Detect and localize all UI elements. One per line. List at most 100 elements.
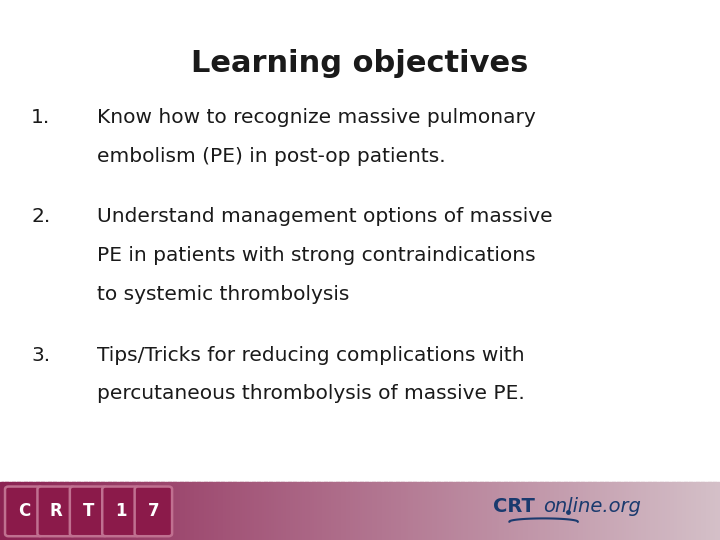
Bar [166, 482, 168, 540]
Bar [581, 482, 584, 540]
Bar [451, 482, 454, 540]
Bar [449, 482, 452, 540]
Bar [523, 482, 526, 540]
Bar [36, 482, 39, 540]
Bar [468, 482, 471, 540]
Bar [706, 482, 708, 540]
Bar [420, 482, 423, 540]
Bar [12, 482, 15, 540]
Bar [569, 482, 572, 540]
Bar [487, 482, 490, 540]
Bar [283, 482, 287, 540]
Text: C: C [17, 502, 30, 521]
Bar [430, 482, 433, 540]
Text: to systemic thrombolysis: to systemic thrombolysis [97, 285, 350, 304]
Bar [261, 482, 265, 540]
Bar [238, 482, 240, 540]
Bar [382, 482, 384, 540]
Bar [173, 482, 176, 540]
Bar [235, 482, 238, 540]
Text: embolism (PE) in post-op patients.: embolism (PE) in post-op patients. [97, 147, 446, 166]
Bar [86, 482, 89, 540]
Bar [31, 482, 35, 540]
Bar [14, 482, 17, 540]
Bar [103, 482, 107, 540]
Bar [182, 482, 186, 540]
Bar [549, 482, 553, 540]
Text: PE in patients with strong contraindications: PE in patients with strong contraindicat… [97, 246, 536, 265]
Bar [185, 482, 188, 540]
Bar [333, 482, 337, 540]
Bar [79, 482, 82, 540]
Bar [355, 482, 359, 540]
Bar [576, 482, 579, 540]
Bar [271, 482, 274, 540]
Bar [199, 482, 202, 540]
Bar [614, 482, 618, 540]
Bar [643, 482, 647, 540]
Bar [718, 482, 720, 540]
Bar [513, 482, 517, 540]
Bar [130, 482, 132, 540]
Bar [391, 482, 395, 540]
Bar [202, 482, 204, 540]
Bar [156, 482, 159, 540]
Bar [624, 482, 627, 540]
Bar [281, 482, 284, 540]
Bar [341, 482, 344, 540]
Bar [41, 482, 44, 540]
Bar [672, 482, 675, 540]
Bar [387, 482, 390, 540]
Bar [423, 482, 426, 540]
Bar [175, 482, 179, 540]
Bar [317, 482, 320, 540]
Bar [168, 482, 171, 540]
Bar [526, 482, 528, 540]
Bar [300, 482, 303, 540]
Bar [99, 482, 102, 540]
Bar [482, 482, 485, 540]
Bar [362, 482, 366, 540]
Bar [384, 482, 387, 540]
Bar [225, 482, 229, 540]
Bar [9, 482, 13, 540]
Bar [365, 482, 368, 540]
Bar [593, 482, 596, 540]
Bar [441, 482, 445, 540]
Bar [55, 482, 58, 540]
Bar [648, 482, 651, 540]
Bar [243, 482, 246, 540]
Bar [218, 482, 222, 540]
Bar [113, 482, 116, 540]
Bar [58, 482, 60, 540]
Bar [598, 482, 600, 540]
Bar [554, 482, 557, 540]
Bar [557, 482, 560, 540]
Bar [631, 482, 634, 540]
Bar [413, 482, 416, 540]
Bar [343, 482, 346, 540]
Bar [470, 482, 474, 540]
Bar [583, 482, 586, 540]
Bar [516, 482, 519, 540]
Bar [475, 482, 478, 540]
Bar [691, 482, 694, 540]
Bar [233, 482, 236, 540]
Bar [74, 482, 78, 540]
Bar [588, 482, 591, 540]
Bar [264, 482, 267, 540]
Bar [394, 482, 397, 540]
Bar [444, 482, 447, 540]
Bar [230, 482, 233, 540]
Bar [187, 482, 190, 540]
Bar [310, 482, 312, 540]
Bar [228, 482, 231, 540]
Bar [521, 482, 524, 540]
Bar [207, 482, 210, 540]
Bar [72, 482, 75, 540]
FancyBboxPatch shape [102, 487, 140, 536]
Bar [600, 482, 603, 540]
Bar [418, 482, 420, 540]
Bar [189, 482, 193, 540]
Bar [5, 482, 8, 540]
